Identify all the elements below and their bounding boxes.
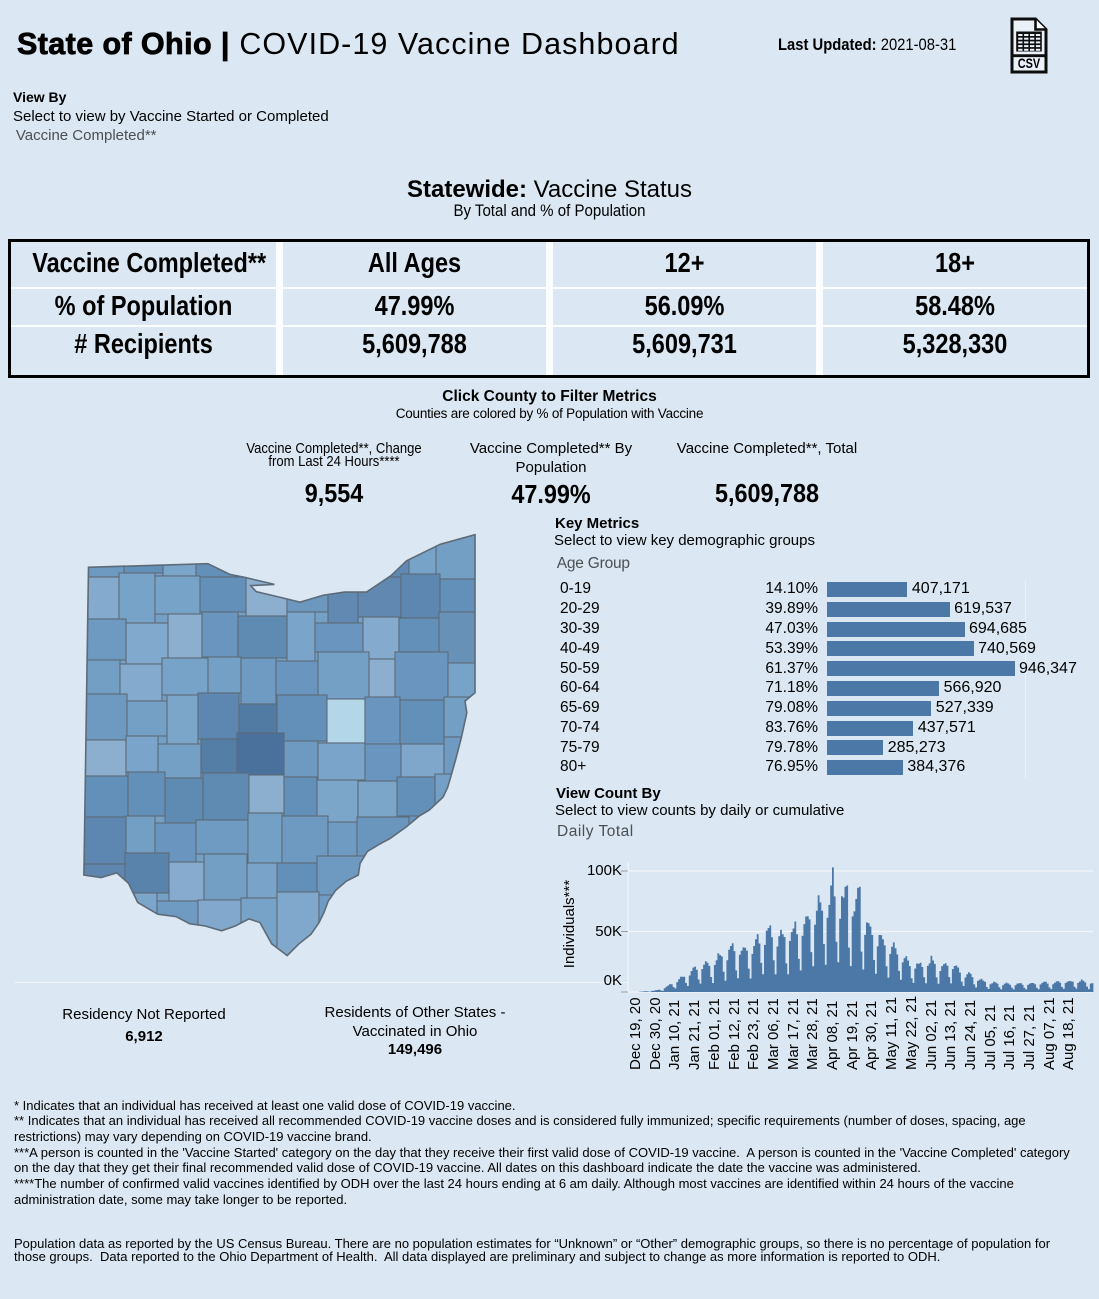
svg-text:CSV: CSV: [1018, 56, 1041, 72]
